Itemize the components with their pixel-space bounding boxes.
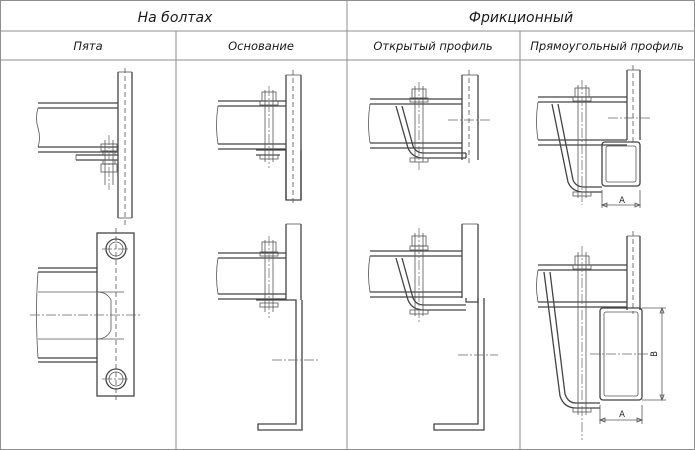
dimension-a-bottom: A [619, 410, 625, 420]
col-header-rect-profile: Прямоугольный профиль [530, 39, 684, 53]
open-profile-bottom-view [368, 223, 498, 431]
group-header-friction: Фрикционный [469, 10, 573, 26]
col-header-base: Основание [228, 39, 294, 53]
open-profile-top-view [368, 70, 490, 170]
dimension-a-top: A [619, 196, 625, 206]
rect-profile-top-view [536, 65, 650, 208]
group-header-bolted: На болтах [138, 10, 213, 26]
col-header-open-profile: Открытый профиль [373, 39, 492, 53]
rect-profile-bottom-view [536, 231, 666, 440]
base-bottom-view [216, 223, 318, 431]
heel-plan-view [30, 228, 140, 400]
col-header-heel: Пята [73, 39, 102, 53]
heel-side-view [36, 68, 133, 225]
base-top-view [216, 70, 302, 205]
dimension-b-bottom: B [650, 351, 660, 357]
